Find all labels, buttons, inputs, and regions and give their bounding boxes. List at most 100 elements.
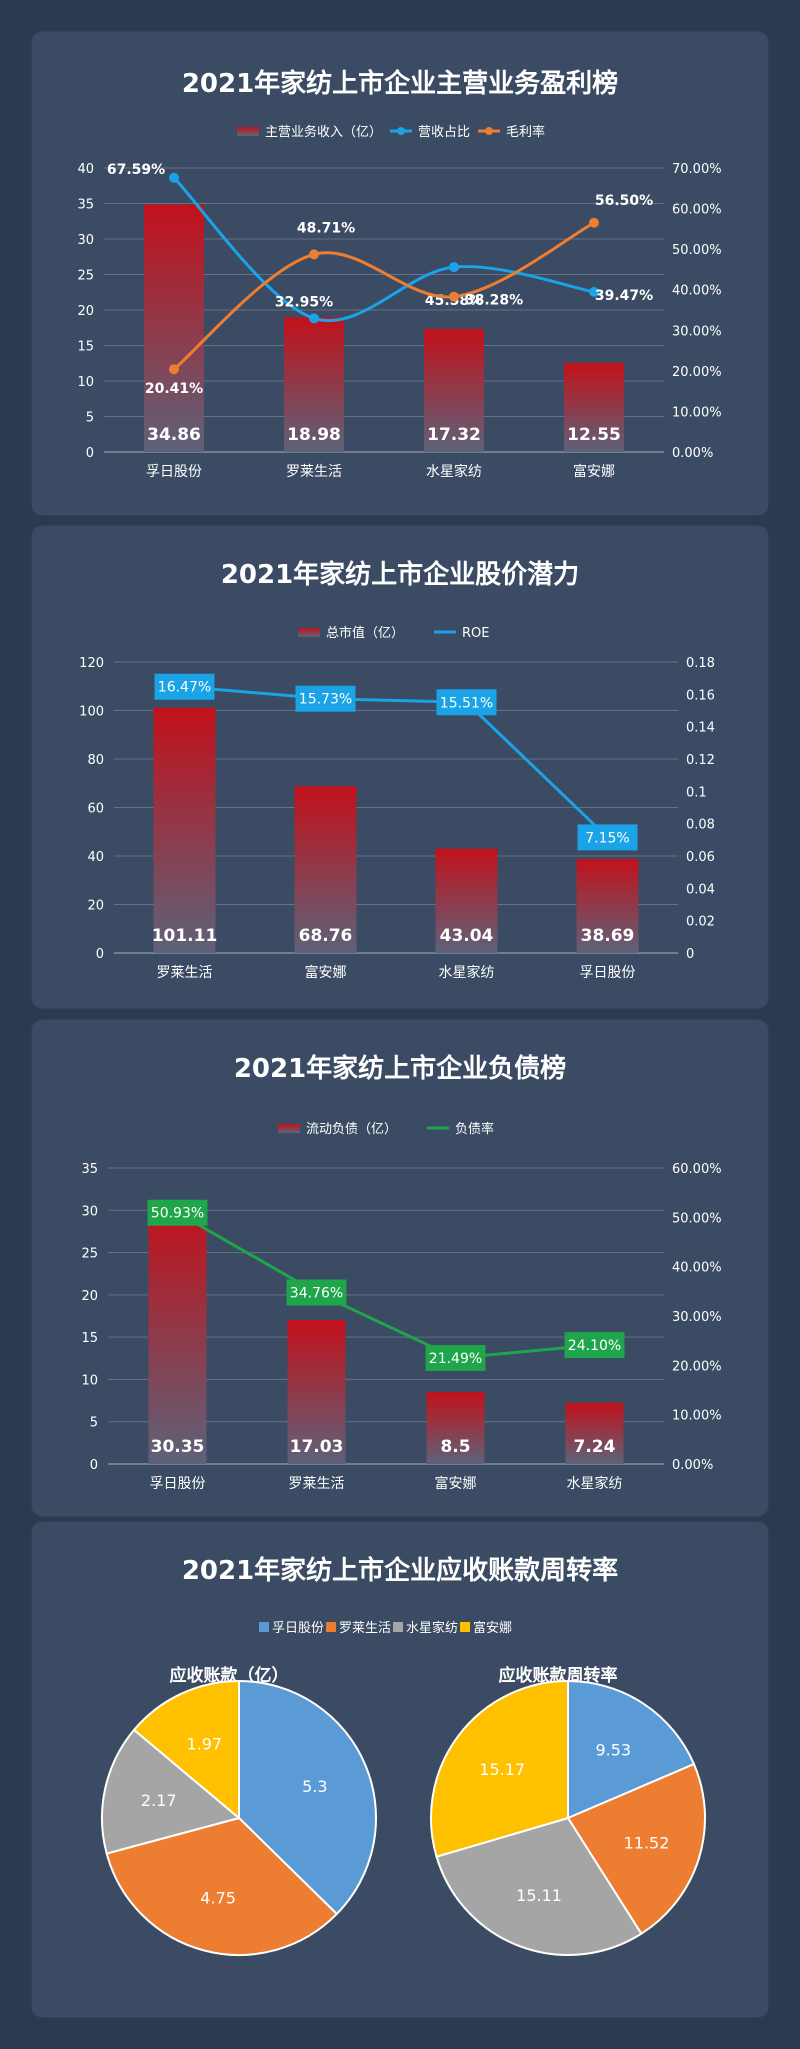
bar [144,204,204,452]
x-tick-label: 富安娜 [573,463,615,480]
point-label: 48.71% [297,220,355,236]
legend-swatch-dot [397,127,406,135]
y-tick-label: 20 [87,899,104,914]
chart-title: 2021年家纺上市企业主营业务盈利榜 [182,68,618,99]
y-tick-label: 30 [81,1204,98,1219]
chart-title: 2021年家纺上市企业负债榜 [234,1053,566,1084]
bar [564,362,624,452]
bar-value-label: 34.86 [147,425,201,445]
y-tick-label: 20 [81,1289,98,1304]
revenue-profit-card: 2021年家纺上市企业主营业务盈利榜 主营业务收入（亿） 营收占比 毛利率 0 5 10 15… [32,32,768,515]
x-tick-label: 罗莱生活 [289,1476,345,1492]
point-label: 24.10% [568,1338,621,1354]
point-label: 39.47% [595,288,653,304]
bar-value-label: 43.04 [440,926,494,946]
y2-tick-label: 60.00% [672,203,722,218]
pie-title: 应收账款（亿） [170,1665,289,1686]
x-tick-label: 罗莱生活 [286,464,342,480]
point-label: 34.76% [290,1286,343,1302]
line-point [309,249,319,260]
pie-title: 应收账款周转率 [499,1665,618,1686]
legend-label: 负债率 [455,1121,494,1137]
bar-value-label: 12.55 [567,425,621,445]
y2-tick-label: 50.00% [672,1211,722,1226]
pie-slice [101,1728,242,1855]
receivables-turnover-card: 2021年家纺上市企业应收账款周转率 孚日股份 罗莱生活 水星家纺 富安娜 应收账款（亿）… [32,1522,768,2017]
y2-tick-label: 0.02 [686,915,715,930]
legend-label: ROE [462,626,489,641]
y-tick-label: 10 [77,375,94,390]
bar [426,1392,485,1464]
legend-label: 总市值（亿） [326,625,404,641]
point-label: 21.49% [429,1351,482,1367]
bar-value-label: 18.98 [287,425,341,445]
pie-slice [132,1679,240,1821]
y2-tick-label: 0.06 [686,850,715,865]
y-tick-label: 20 [77,304,94,319]
legend-label: 主营业务收入（亿） [265,124,382,140]
y-tick-label: 35 [77,198,94,213]
pie-slice-label: 2.17 [141,1791,177,1810]
y2-tick-label: 60.00% [672,1162,722,1177]
pie-slice-label: 11.52 [624,1833,670,1852]
y-tick-label: 5 [90,1416,98,1431]
pie-slice-label: 9.53 [595,1740,631,1759]
series-line [184,685,609,839]
legend-swatch-bar [298,628,320,637]
series-line [173,221,595,371]
y2-tick-label: 10.00% [672,405,722,420]
point-label-box [425,1344,486,1371]
y2-tick-label: 40.00% [672,1261,722,1276]
point-label: 56.50% [595,193,653,209]
series-line [176,1211,595,1360]
legend-swatch-dot [485,127,494,135]
point-label: 20.41% [145,381,203,397]
y-tick-label: 25 [77,269,94,284]
y2-tick-label: 0.04 [686,882,715,897]
bar [576,859,639,953]
y-tick-label: 120 [79,656,104,671]
legend-label: 孚日股份 [272,1621,324,1636]
x-tick-label: 富安娜 [305,964,347,981]
y-tick-label: 30 [77,233,94,248]
legend-label: 水星家纺 [406,1620,458,1636]
point-label: 67.59% [107,162,165,178]
bar [284,317,344,452]
y2-tick-label: 0.1 [686,785,707,800]
x-tick-label: 水星家纺 [439,964,495,981]
chart-title: 2021年家纺上市企业股价潜力 [221,559,579,590]
y2-tick-label: 40.00% [672,284,722,299]
pie-slice [105,1816,339,1956]
bar [294,786,357,953]
point-label: 15.73% [299,692,352,708]
y2-tick-label: 0.00% [672,446,713,461]
legend-label: 罗莱生活 [339,1621,391,1636]
bar-value-label: 38.69 [581,926,635,946]
y2-tick-label: 0.08 [686,818,715,833]
pie-slice-label: 4.75 [200,1889,236,1908]
x-tick-label: 孚日股份 [580,965,636,981]
line-point [169,364,179,375]
y2-tick-label: 0.18 [686,656,715,671]
point-label: 15.51% [440,695,493,711]
pie-slice [566,1762,706,1936]
bar [287,1319,346,1464]
pie-slice [238,1679,377,1916]
y2-tick-label: 20.00% [672,365,722,380]
point-label-box [577,824,638,851]
pie-slice [567,1679,696,1820]
y2-tick-label: 70.00% [672,162,722,177]
bar-value-label: 17.03 [290,1437,344,1457]
bar [153,707,216,953]
legend-swatch [460,1622,471,1632]
pie-slice-label: 15.17 [479,1760,525,1779]
point-label: 16.47% [158,680,211,696]
pie-slice [435,1816,643,1956]
x-tick-label: 孚日股份 [150,1476,206,1492]
y-tick-label: 100 [79,705,104,720]
bar-value-label: 101.11 [152,926,218,946]
legend-swatch [259,1622,269,1632]
point-label-box [436,689,497,716]
legend-label: 营收占比 [418,125,470,140]
